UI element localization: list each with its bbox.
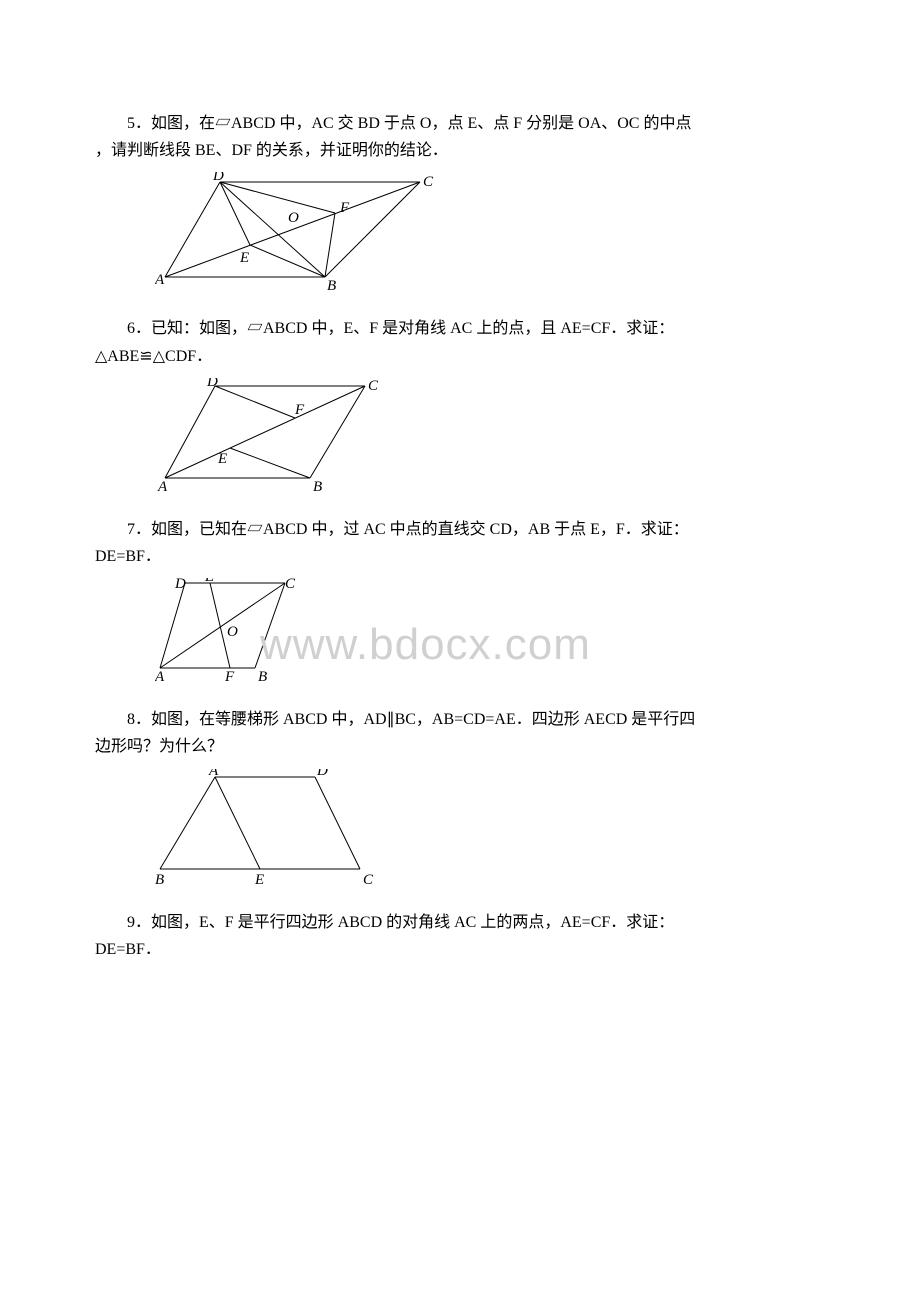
- svg-text:D: D: [212, 172, 224, 184]
- svg-text:C: C: [363, 872, 374, 888]
- problem-6: 6．已知：如图，▱ABCD 中，E、F 是对角线 AC 上的点，且 AE=CF．…: [95, 315, 825, 497]
- problem-5-line1: 5．如图，在▱ABCD 中，AC 交 BD 于点 O，点 E、点 F 分别是 O…: [95, 110, 825, 137]
- problem-9-line2: DE=BF．: [95, 936, 825, 963]
- problem-6-text: 6．已知：如图，▱ABCD 中，E、F 是对角线 AC 上的点，且 AE=CF．…: [95, 315, 825, 369]
- problem-8-line1: 8．如图，在等腰梯形 ABCD 中，AD∥BC，AB=CD=AE．四边形 AEC…: [95, 706, 825, 733]
- problem-8: 8．如图，在等腰梯形 ABCD 中，AD∥BC，AB=CD=AE．四边形 AEC…: [95, 706, 825, 890]
- problem-7-line2: DE=BF．: [95, 543, 825, 570]
- svg-text:C: C: [368, 378, 379, 394]
- problem-6-figure: A B C D E F: [155, 378, 825, 498]
- svg-text:E: E: [254, 872, 264, 888]
- svg-text:A: A: [155, 272, 165, 288]
- problem-9-text: 9．如图，E、F 是平行四边形 ABCD 的对角线 AC 上的两点，AE=CF．…: [95, 909, 825, 963]
- svg-text:E: E: [239, 250, 249, 266]
- problem-6-line2: △ABE≌△CDF．: [95, 343, 825, 370]
- svg-text:D: D: [316, 769, 328, 779]
- svg-text:E: E: [217, 451, 227, 467]
- problem-7-line1: 7．如图，已知在▱ABCD 中，过 AC 中点的直线交 CD，AB 于点 E，F…: [95, 516, 825, 543]
- problem-8-text: 8．如图，在等腰梯形 ABCD 中，AD∥BC，AB=CD=AE．四边形 AEC…: [95, 706, 825, 760]
- page-content: 5．如图，在▱ABCD 中，AC 交 BD 于点 O，点 E、点 F 分别是 O…: [0, 0, 920, 1021]
- svg-text:B: B: [327, 278, 336, 294]
- svg-text:A: A: [155, 669, 165, 685]
- problem-9: 9．如图，E、F 是平行四边形 ABCD 的对角线 AC 上的两点，AE=CF．…: [95, 909, 825, 963]
- problem-7-text: 7．如图，已知在▱ABCD 中，过 AC 中点的直线交 CD，AB 于点 E，F…: [95, 516, 825, 570]
- problem-8-figure: B C A D E: [155, 769, 825, 891]
- problem-8-line2: 边形吗？为什么？: [95, 733, 825, 760]
- svg-text:B: B: [155, 872, 164, 888]
- svg-text:F: F: [224, 669, 235, 685]
- svg-text:O: O: [227, 624, 238, 640]
- problem-6-line1: 6．已知：如图，▱ABCD 中，E、F 是对角线 AC 上的点，且 AE=CF．…: [95, 315, 825, 342]
- problem-5-line2: ，请判断线段 BE、DF 的关系，并证明你的结论．: [95, 137, 825, 164]
- svg-text:D: D: [174, 578, 186, 592]
- problem-5-text: 5．如图，在▱ABCD 中，AC 交 BD 于点 O，点 E、点 F 分别是 O…: [95, 110, 825, 164]
- problem-7-figure: A B C D E F O: [155, 578, 825, 688]
- svg-text:F: F: [294, 402, 305, 418]
- svg-text:A: A: [157, 479, 168, 495]
- svg-text:O: O: [288, 210, 299, 226]
- svg-text:F: F: [339, 200, 350, 216]
- svg-text:E: E: [204, 578, 214, 585]
- problem-7: 7．如图，已知在▱ABCD 中，过 AC 中点的直线交 CD，AB 于点 E，F…: [95, 516, 825, 688]
- svg-text:C: C: [423, 174, 434, 190]
- svg-text:B: B: [313, 479, 322, 495]
- problem-9-line1: 9．如图，E、F 是平行四边形 ABCD 的对角线 AC 上的两点，AE=CF．…: [95, 909, 825, 936]
- problem-5: 5．如图，在▱ABCD 中，AC 交 BD 于点 O，点 E、点 F 分别是 O…: [95, 110, 825, 297]
- problem-5-figure: A B C D O E F: [155, 172, 825, 297]
- svg-text:C: C: [285, 578, 296, 592]
- svg-text:A: A: [208, 769, 219, 779]
- svg-text:B: B: [258, 669, 267, 685]
- svg-text:D: D: [206, 378, 218, 390]
